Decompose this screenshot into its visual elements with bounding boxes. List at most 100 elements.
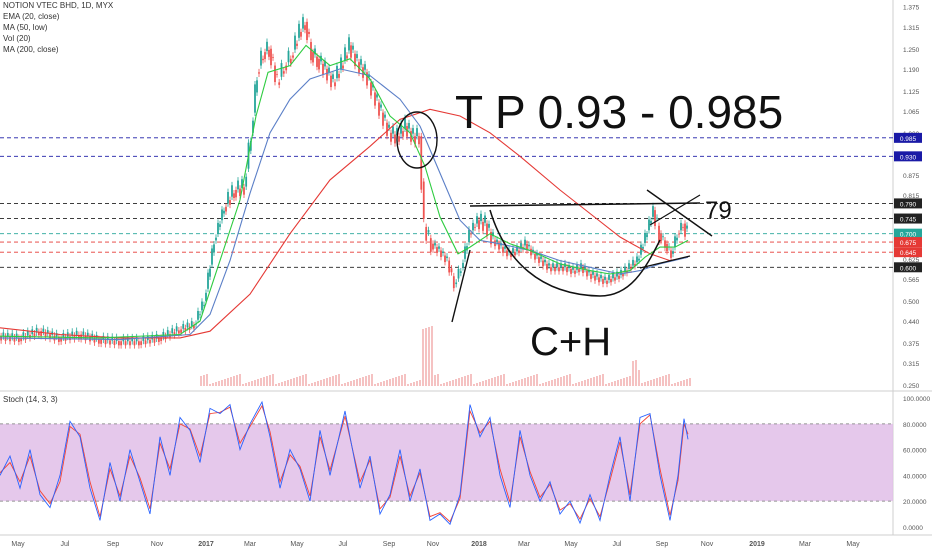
candle-body [175, 326, 178, 332]
candle-body [346, 55, 348, 59]
cross-annotation [649, 194, 701, 226]
candle-body [2, 332, 5, 337]
candle-body [425, 226, 428, 241]
candle-body [82, 331, 85, 336]
candle-body [229, 200, 231, 205]
price-tick-label: 0.440 [903, 319, 920, 326]
candle-body [624, 266, 626, 273]
candle-body [388, 124, 390, 128]
volume-bar [491, 378, 493, 386]
candle-body [44, 332, 47, 338]
volume-bar [365, 376, 367, 386]
candle-body [334, 82, 336, 87]
candle-body [71, 331, 74, 337]
candle-body [46, 330, 49, 334]
volume-bar [461, 377, 463, 386]
volume-bar [653, 379, 655, 386]
price-level-tag [894, 132, 922, 143]
volume-bar [449, 381, 451, 386]
volume-bar [230, 377, 232, 386]
volume-bar [248, 382, 250, 386]
candle-body [254, 84, 256, 113]
candle-body [582, 267, 584, 273]
candle-body [416, 128, 418, 137]
candle-body [586, 270, 588, 277]
volume-bar [347, 382, 349, 386]
candle-body [372, 84, 374, 88]
candle-body [298, 23, 300, 38]
price-tick-label: 1.375 [903, 5, 920, 12]
volume-bar [485, 380, 487, 386]
cup-handle-annotation: C+H [530, 320, 611, 364]
stoch-tick-label: 100.0000 [903, 396, 930, 403]
candle-body [468, 229, 470, 243]
candle-body [384, 114, 386, 118]
candle-body [630, 267, 632, 270]
candle-body [616, 271, 618, 277]
candle-body [199, 314, 201, 316]
candle-body [13, 337, 16, 342]
candle-body [111, 336, 114, 341]
volume-bar [677, 382, 679, 386]
candle-body [193, 325, 195, 329]
candle-body [578, 268, 580, 273]
candle-body [396, 128, 398, 136]
candle-body [470, 233, 472, 235]
legend-ema: EMA (20, close) [3, 12, 60, 21]
handle-annotation-top [646, 189, 713, 237]
candle-body [237, 180, 239, 190]
candle-body [124, 341, 127, 346]
volume-bar [611, 382, 613, 386]
volume-bar [680, 381, 682, 386]
candle-body [618, 275, 620, 279]
stoch-tick-label: 80.0000 [903, 422, 927, 429]
candle-body [258, 72, 260, 74]
volume-bar [674, 383, 676, 386]
candle-body [678, 233, 680, 235]
volume-bar [509, 383, 511, 386]
tp-annotation: T P 0.93 - 0.985 [455, 86, 783, 138]
candle-body [658, 225, 660, 242]
candle-body [166, 330, 169, 336]
candle-body [217, 222, 219, 234]
candle-body [115, 337, 118, 341]
volume-bar [671, 384, 673, 386]
candle-body [400, 123, 402, 134]
volume-bar [362, 377, 364, 386]
x-tick-label: May [564, 541, 578, 548]
candle-body [350, 45, 352, 58]
candle-body [660, 233, 662, 242]
x-tick-label: Sep [107, 541, 120, 548]
volume-bar [656, 378, 658, 386]
cup-curve-annotation [489, 209, 661, 297]
candle-body [440, 250, 442, 258]
candle-body [140, 341, 143, 345]
candle-body [22, 332, 25, 338]
candle-body [646, 234, 648, 238]
candle-body [360, 59, 362, 65]
candle-body [225, 206, 227, 212]
price-tick-label: 0.875 [903, 173, 920, 180]
volume-bar [593, 377, 595, 386]
candle-body [302, 17, 304, 29]
candle-body [542, 260, 544, 267]
x-tick-label: Mar [244, 541, 257, 548]
volume-bar [557, 378, 559, 386]
candle-body [266, 41, 268, 51]
volume-bar [416, 381, 418, 386]
volume-bar [464, 376, 466, 386]
volume-bar [560, 377, 562, 386]
candle-body [316, 56, 318, 67]
candle-body [598, 277, 600, 283]
candle-body [476, 216, 478, 224]
volume-bar [239, 374, 241, 386]
candle-body [57, 337, 60, 342]
candle-body [370, 82, 372, 96]
volume-bar [521, 379, 523, 386]
volume-bar [533, 375, 535, 386]
candle-body [634, 263, 636, 267]
volume-bar [212, 383, 214, 386]
candle-body [326, 68, 328, 81]
price-level-tag [894, 213, 922, 224]
candle-body [55, 333, 58, 337]
